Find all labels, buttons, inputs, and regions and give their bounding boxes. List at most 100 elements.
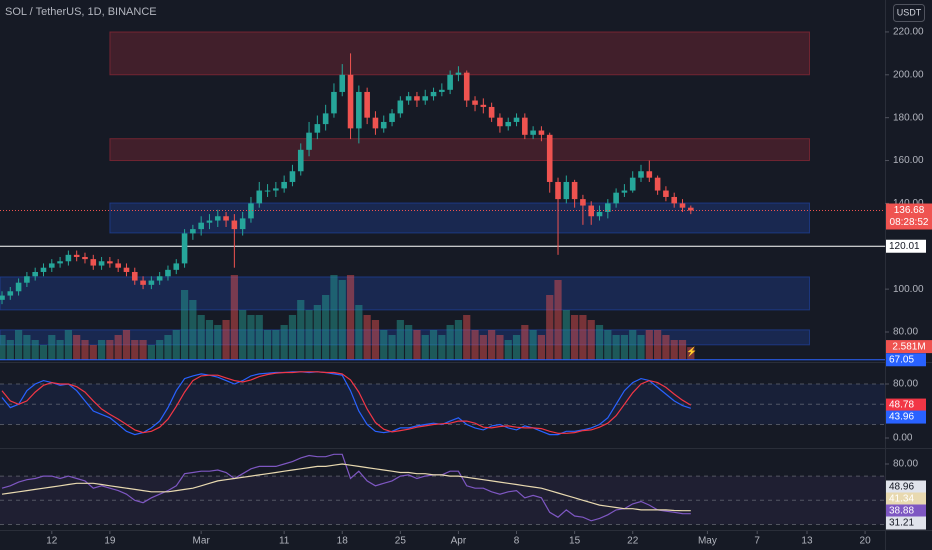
volume-bar	[6, 340, 14, 360]
candle-body	[214, 216, 221, 221]
volume-bar	[429, 330, 438, 360]
y-tick-label: 80.00	[893, 327, 918, 338]
volume-bar	[14, 330, 23, 360]
value-tag-label: 48.96	[889, 482, 914, 493]
candle-body	[555, 181, 561, 200]
volume-bar	[371, 320, 380, 360]
candle-body	[530, 130, 536, 135]
y-tick-label: 160.00	[893, 155, 924, 166]
value-tag	[886, 516, 926, 530]
volume-bar	[438, 335, 446, 360]
volume-bar	[687, 347, 695, 360]
volume-bar	[263, 330, 272, 360]
candle-body	[472, 100, 478, 105]
volume-bar	[39, 345, 48, 360]
volume-bar	[189, 300, 197, 360]
candle-body	[613, 192, 619, 204]
candle-body	[646, 171, 653, 178]
volume-bar	[670, 340, 678, 360]
candle-body	[629, 177, 636, 191]
volume-bar	[97, 340, 106, 360]
candle-body	[654, 177, 661, 191]
x-tick-label: 15	[569, 536, 581, 547]
value-tag	[886, 353, 926, 367]
volume-bar	[147, 345, 155, 360]
candle-body	[90, 259, 97, 266]
candle-body	[32, 271, 38, 277]
volume-bar	[546, 295, 554, 360]
volume-bar	[255, 315, 263, 360]
countdown-label: 08:28:52	[890, 217, 929, 228]
value-tag	[886, 504, 926, 518]
y-tick-label: 100.00	[893, 284, 924, 295]
volume-bar	[637, 335, 645, 360]
candle-body	[82, 256, 88, 260]
candle-body	[405, 96, 412, 101]
indicator-line	[1, 463, 691, 512]
value-tag	[886, 480, 926, 494]
volume-bar	[23, 335, 31, 360]
volume-bar	[322, 295, 330, 360]
candle-body	[190, 229, 196, 234]
volume-bar	[662, 335, 670, 360]
candle-body	[679, 203, 686, 208]
volume-bar	[612, 335, 620, 360]
y-tick-label: 0.00	[893, 433, 913, 444]
volume-tag-label: 2.581M	[892, 342, 925, 353]
volume-bar	[488, 330, 496, 360]
x-tick-label: 11	[279, 536, 290, 547]
volume-bar	[363, 315, 371, 360]
volume-bar	[496, 335, 504, 360]
currency-button[interactable]	[893, 4, 925, 22]
candle-body	[380, 121, 387, 129]
value-tag-label: 38.88	[889, 506, 914, 517]
candle-body	[148, 280, 155, 285]
x-tick-label: 18	[337, 536, 349, 547]
candle-body	[347, 74, 354, 129]
volume-bar	[595, 325, 604, 360]
candle-body	[671, 196, 678, 204]
volume-bar	[620, 335, 629, 360]
candle-body	[239, 218, 246, 230]
volume-bar	[230, 275, 238, 360]
candle-body	[463, 72, 470, 101]
candle-body	[48, 263, 55, 268]
candle-body	[605, 203, 611, 212]
candle-body	[580, 199, 586, 206]
currency-label[interactable]: USDT	[897, 7, 922, 17]
indicator-line	[1, 371, 691, 436]
candle-body	[638, 171, 644, 178]
volume-bar	[330, 275, 338, 360]
volume-bar	[587, 320, 595, 360]
y-tick-label: 80.00	[893, 459, 918, 470]
candle-body	[297, 149, 304, 172]
candle-body	[414, 96, 420, 101]
value-tag-label: 41.34	[889, 494, 914, 505]
volume-bar	[504, 340, 512, 360]
x-tick-label: Mar	[193, 536, 211, 547]
bolt-icon: ⚡	[686, 345, 697, 357]
volume-bar	[471, 330, 479, 360]
volume-bar	[172, 330, 180, 360]
candle-body	[314, 124, 321, 133]
candle-body	[339, 74, 346, 92]
candle-body	[273, 188, 279, 191]
candle-body	[538, 130, 545, 135]
candle-body	[455, 72, 462, 75]
x-tick-label: 19	[104, 536, 116, 547]
candle-body	[422, 96, 429, 101]
candle-body	[281, 181, 287, 189]
y-tick-label: 80.00	[893, 379, 918, 390]
candle-body	[140, 280, 146, 285]
candle-body	[306, 132, 312, 150]
volume-bar	[0, 335, 6, 360]
candle-body	[322, 113, 329, 125]
candle-body	[156, 276, 163, 281]
x-tick-label: 22	[627, 536, 639, 547]
x-tick-label: 13	[801, 536, 813, 547]
volume-bar	[678, 340, 687, 360]
volume-bar	[338, 280, 346, 360]
volume-bar	[180, 290, 189, 360]
value-tag	[886, 398, 926, 412]
